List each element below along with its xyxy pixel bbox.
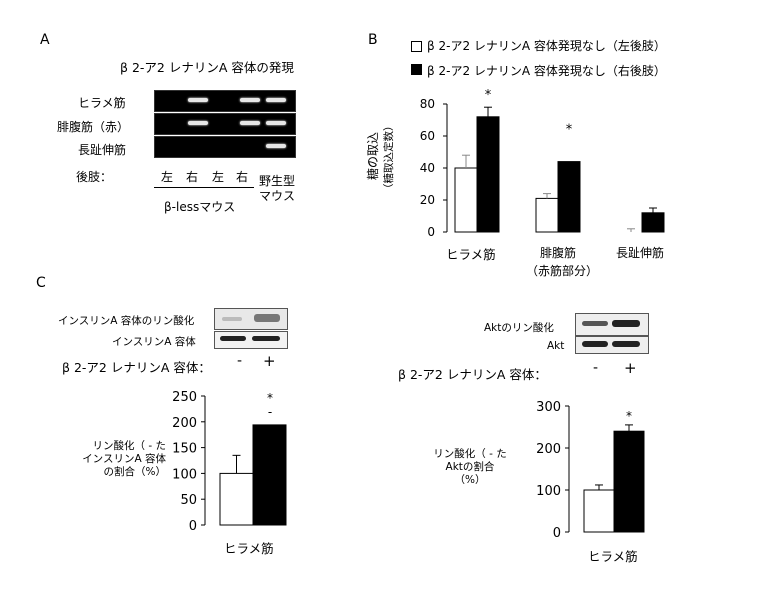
panel-a-label: A [40,32,50,48]
chart-c-bar-minus [219,472,254,526]
chart-d-xlabel: ヒラメ筋 [588,549,638,564]
chart-d-bar-minus [583,489,615,533]
chart-d-y-tick-label: 300 [536,400,561,415]
gel-band [266,98,286,102]
chart-b-ylabel-2: （糖取込定数） [383,120,395,195]
chart-b-xlabel-2b: （赤筋部分） [526,264,599,278]
panel-b-label: B [368,32,378,48]
chart-b-y-tick-label: 80 [420,97,435,111]
lane-label-4: 右 [236,170,249,184]
chart-d-bar-plus [613,430,645,533]
blot-d-row1-band-plus [612,320,640,327]
chart-c-y-tick-label: 50 [180,493,197,508]
lane-label-3: 左 [212,170,225,184]
chart-b-y-tick-label: 20 [420,193,435,207]
chart-b-significance-star: * [485,88,492,103]
blot-d-row1-band-minus [582,321,608,326]
blot-c-row2-band-minus [220,336,246,341]
chart-c-error-dash: - [268,405,272,419]
panel-c-label: C [36,275,46,291]
group-label-knockout: β-lessマウス [164,200,236,214]
chart-b-bar-white [535,197,559,233]
plus-d: + [624,359,637,377]
chart-b-xlabel-2: 腓腹筋 [540,246,577,260]
chart-c-ylabel: リン酸化（ - た インスリンA 容体 の割合（%） [82,440,166,478]
chart-b-bar-white [454,167,478,233]
chart-c-y-tick-label: 150 [172,442,197,457]
gel-row-edl [154,136,296,158]
chart-c-y-tick-label: 250 [172,390,197,405]
chart-b-bar-black [557,161,581,233]
blot-c-row1-band-minus [222,317,242,321]
blot-d-row2-band-plus [612,341,640,347]
chart-b-ylabel-1: 糖の取込 [366,131,380,180]
legend-black-label: β 2-ア2 レナリンA 容体発現なし（右後肢） [427,64,666,78]
legend-white-swatch [411,41,422,52]
lane-label-1: 左 [161,170,174,184]
legend-white-label: β 2-ア2 レナリンA 容体発現なし（左後肢） [427,39,666,53]
chart-c-significance-star: * [267,391,273,405]
group-label-wildtype: 野生型 マウス [259,174,296,203]
chart-d-ylabel: リン酸化（ - た Aktの割合 （%） [433,448,507,486]
chart-d-y-tick-label: 200 [536,442,561,457]
gel-band [188,121,208,125]
minus-c: - [237,353,243,369]
gel-row-gastrocnemius [154,113,296,135]
gel-band [240,121,260,125]
lane-label-2: 右 [186,170,199,184]
chart-d-y-tick-label: 100 [536,484,561,499]
chart-b-xlabel-1: ヒラメ筋 [446,247,496,262]
blot-c-row2-label: インスリンA 容体 [112,336,196,348]
chart-b-y-tick-label: 40 [420,161,435,175]
receptor-label-c: β 2-ア2 レナリンA 容体： [62,360,211,375]
row-label-gastrocnemius: 腓腹筋（赤） [57,120,130,134]
blot-c-row1-band-plus [254,314,280,322]
chart-c-y-tick-label: 0 [189,519,197,534]
receptor-label-d: β 2-ア2 レナリンA 容体： [398,367,547,382]
blot-d-row2-band-minus [582,341,608,347]
blot-c-row2-band-plus [252,336,280,341]
gel-row-soleus [154,90,296,112]
chart-c-y-tick-label: 100 [172,467,197,482]
chart-d-y-tick-label: 0 [553,526,561,541]
chart-c-y-tick-label: 200 [172,416,197,431]
chart-b-xlabel-3: 長趾伸筋 [616,246,665,260]
gel-band [266,121,286,125]
panel-a-title: β 2-ア2 レナリンA 容体の発現 [120,60,294,75]
chart-d-significance-star: * [626,409,632,423]
chart-b-y-tick-label: 0 [427,225,435,239]
chart-b-bar-black [641,212,665,233]
blot-d-row2-label: Akt [547,340,565,352]
chart-c-xlabel: ヒラメ筋 [224,541,274,556]
minus-d: - [593,360,599,376]
blot-c-row2 [214,331,288,349]
blot-d-row1-label: Aktのリン酸化 [484,322,554,334]
blot-c-row1-label: インスリンA 容体のリン酸化 [58,315,195,327]
plus-c: + [263,352,276,370]
row-label-soleus: ヒラメ筋 [78,96,126,110]
chart-b-significance-star: * [566,123,573,138]
gel-band [240,98,260,102]
row-label-edl: 長趾伸筋 [78,143,127,157]
limb-label: 後肢： [76,170,113,184]
gel-band [266,144,286,148]
legend-black-swatch [411,64,422,75]
group-divider [154,187,254,188]
gel-band [188,98,208,102]
chart-b-y-tick-label: 60 [420,129,435,143]
blot-c-row1 [214,308,288,330]
chart-b-bar-black [476,116,500,233]
chart-c-bar-plus [252,424,287,526]
